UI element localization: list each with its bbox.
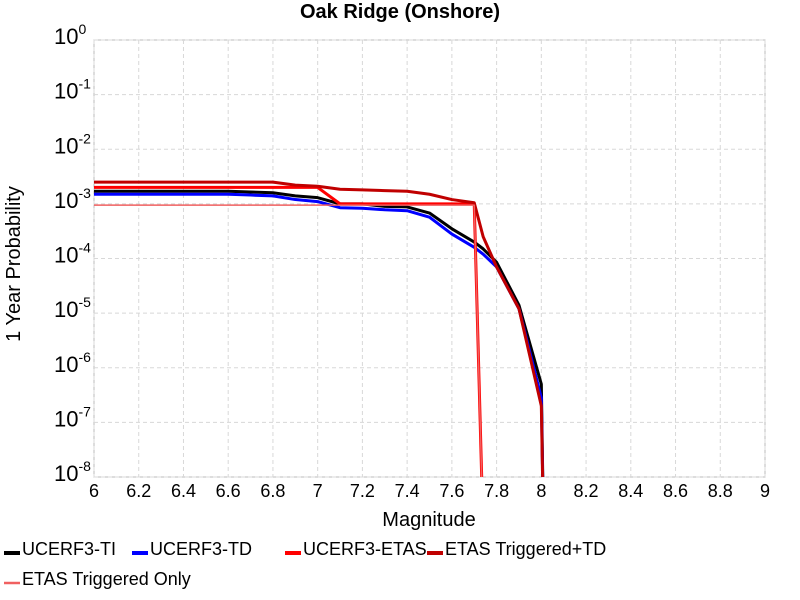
y-tick-base: 10 <box>54 24 78 49</box>
x-tick-label: 8.8 <box>708 481 733 501</box>
y-tick-label: 10-6 <box>54 349 91 377</box>
y-tick-label: 10-7 <box>54 403 91 431</box>
series-line <box>94 192 545 477</box>
legend-label: ETAS Triggered+TD <box>445 539 606 559</box>
legend-label: UCERF3-ETAS <box>303 539 427 559</box>
series-line <box>94 185 484 477</box>
x-tick-label: 7.2 <box>350 481 375 501</box>
y-tick-label: 10-5 <box>54 294 91 322</box>
legend-label: UCERF3-TI <box>22 539 116 559</box>
x-tick-label: 8.6 <box>663 481 688 501</box>
y-axis-label: 1 Year Probability <box>3 186 25 342</box>
plot-area <box>93 39 766 478</box>
x-tick-label: 6.8 <box>260 481 285 501</box>
x-tick-label: 6 <box>89 481 99 501</box>
y-tick-exponent: -3 <box>78 185 91 201</box>
y-tick-label: 10-2 <box>54 130 91 158</box>
x-tick-label: 7.8 <box>484 481 509 501</box>
y-tick-exponent: -5 <box>78 294 91 310</box>
y-tick-base: 10 <box>54 461 78 486</box>
x-tick-label: 7.6 <box>439 481 464 501</box>
chart-title: Oak Ridge (Onshore) <box>300 1 500 23</box>
y-tick-base: 10 <box>54 133 78 158</box>
y-tick-label: 10-1 <box>54 76 91 104</box>
series-line <box>94 180 545 477</box>
y-tick-base: 10 <box>54 352 78 377</box>
x-tick-label: 8 <box>536 481 546 501</box>
y-tick-base: 10 <box>54 188 78 213</box>
y-tick-label: 10-8 <box>54 458 91 486</box>
y-tick-label: 10-4 <box>54 240 91 268</box>
y-tick-exponent: -2 <box>78 130 91 146</box>
y-tick-exponent: -1 <box>78 76 91 92</box>
y-tick-exponent: -6 <box>78 349 91 365</box>
y-tick-exponent: -4 <box>78 240 91 256</box>
x-tick-label: 6.6 <box>216 481 241 501</box>
x-tick-label: 8.2 <box>574 481 599 501</box>
y-tick-base: 10 <box>54 243 78 268</box>
x-tick-label: 6.4 <box>171 481 196 501</box>
x-tick-label: 8.4 <box>618 481 643 501</box>
legend-label: ETAS Triggered Only <box>22 569 191 589</box>
lines <box>94 180 545 477</box>
x-tick-label: 7 <box>313 481 323 501</box>
y-tick-label: 100 <box>54 21 86 49</box>
y-tick-label: 10-3 <box>54 185 91 213</box>
x-tick-label: 7.4 <box>395 481 420 501</box>
y-tick-base: 10 <box>54 297 78 322</box>
x-axis-label: Magnitude <box>382 509 475 531</box>
y-tick-exponent: -7 <box>78 403 91 419</box>
x-tick-label: 6.2 <box>126 481 151 501</box>
y-tick-exponent: 0 <box>78 21 86 37</box>
y-tick-exponent: -8 <box>78 458 91 474</box>
grid <box>93 39 766 478</box>
x-tick-label: 9 <box>760 481 770 501</box>
legend-label: UCERF3-TD <box>150 539 252 559</box>
y-tick-base: 10 <box>54 406 78 431</box>
y-tick-base: 10 <box>54 79 78 104</box>
series-line <box>94 204 483 477</box>
